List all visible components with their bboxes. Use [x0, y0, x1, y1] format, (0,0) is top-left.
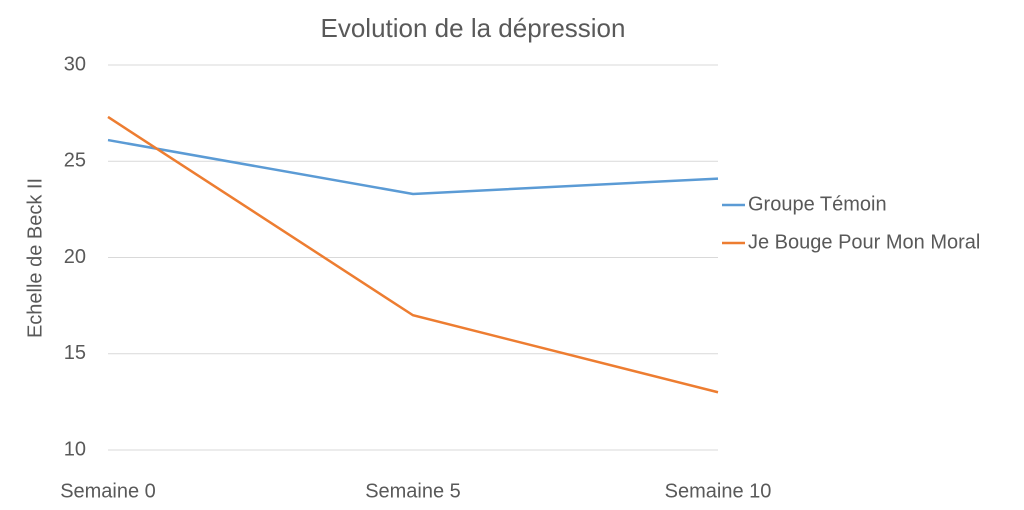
x-tick-label: Semaine 10: [665, 480, 772, 502]
y-tick-label: 25: [64, 150, 86, 172]
legend-label: Je Bouge Pour Mon Moral: [748, 231, 980, 253]
x-tick-label: Semaine 5: [365, 480, 461, 502]
y-tick-label: 15: [64, 342, 86, 364]
series-line: [107, 138, 719, 196]
series-line: [107, 115, 719, 394]
y-tick-label: 20: [64, 246, 86, 268]
chart-title: Evolution de la dépression: [321, 13, 626, 43]
y-tick-label: 30: [64, 53, 86, 75]
y-tick-label: 10: [64, 438, 86, 460]
y-axis-label: Echelle de Beck II: [24, 178, 46, 338]
x-tick-label: Semaine 0: [60, 480, 156, 502]
legend-label: Groupe Témoin: [748, 193, 887, 215]
